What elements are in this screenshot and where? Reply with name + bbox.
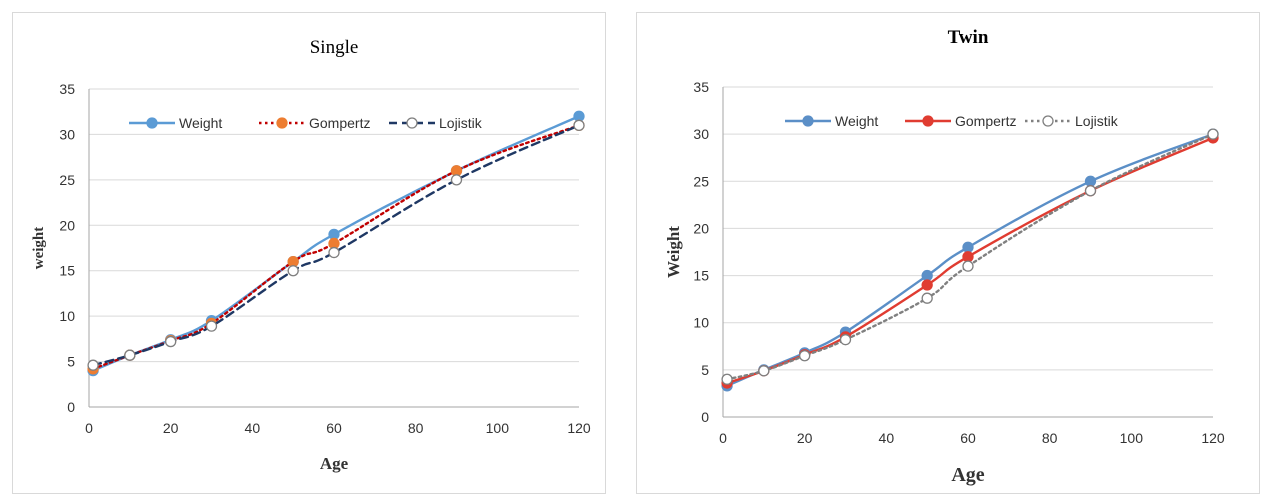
data-point-gompertz	[921, 279, 933, 291]
chart-title: Twin	[948, 27, 989, 48]
x-axis-label: Age	[951, 464, 984, 486]
y-tick-label: 0	[701, 409, 709, 425]
data-point-lojistik	[921, 292, 933, 304]
x-tick-label: 120	[1201, 430, 1225, 446]
legend-marker-lojistik	[406, 117, 418, 129]
x-tick-label: 60	[960, 430, 976, 446]
data-point-lojistik	[1207, 128, 1219, 140]
data-point-lojistik	[573, 119, 585, 131]
y-tick-label: 25	[59, 172, 75, 188]
data-point-weight	[1084, 175, 1097, 187]
legend-label-gompertz: Gompertz	[955, 113, 1016, 129]
chart-single: Single 0 5 10 15 20 25 30 35 0 20 40 60 80 100 120 Age we…	[31, 37, 591, 473]
data-point-lojistik	[287, 265, 299, 277]
chart-twin: Twin 0 5 10 15 20 25 30 35 0 20 40 60 80 100 120 Age Weig…	[664, 27, 1225, 486]
data-point-lojistik	[721, 373, 733, 385]
data-point-lojistik	[839, 334, 852, 346]
legend-marker-lojistik	[1042, 115, 1054, 127]
data-point-lojistik	[962, 260, 974, 272]
y-tick-label: 20	[59, 217, 75, 233]
legend-label-lojistik: Lojistik	[1075, 113, 1119, 129]
y-axis-label: weight	[31, 227, 47, 270]
y-tick-label: 30	[59, 126, 75, 142]
x-tick-label: 40	[245, 420, 261, 436]
data-point-lojistik	[758, 365, 770, 377]
y-tick-label: 0	[67, 399, 75, 415]
x-tick-label: 100	[486, 420, 510, 436]
x-tick-label: 0	[719, 430, 727, 446]
data-point-lojistik	[124, 349, 136, 361]
y-tick-label: 10	[693, 315, 709, 331]
legend-marker-weight	[146, 117, 158, 129]
data-point-gompertz	[962, 251, 974, 263]
chart-panel-single: Single 0 5 10 15 20 25 30 35 0 20 40 60 80 100 120 Age we…	[12, 12, 606, 494]
x-tick-label: 80	[1042, 430, 1058, 446]
data-point-lojistik	[87, 359, 99, 371]
chart-panel-twin: Twin 0 5 10 15 20 25 30 35 0 20 40 60 80 100 120 Age Weig…	[636, 12, 1260, 494]
data-point-lojistik	[205, 320, 218, 332]
legend-label-weight: Weight	[835, 113, 878, 129]
legend-label-lojistik: Lojistik	[439, 115, 483, 131]
x-tick-label: 20	[797, 430, 813, 446]
data-point-lojistik	[165, 335, 177, 348]
data-point-lojistik	[799, 350, 811, 362]
x-tick-label: 40	[879, 430, 895, 446]
legend-marker-weight	[802, 115, 814, 127]
x-tick-label: 20	[163, 420, 179, 436]
y-tick-label: 5	[67, 354, 75, 370]
y-tick-label: 15	[59, 263, 75, 279]
data-point-lojistik	[1084, 185, 1097, 197]
y-tick-label: 15	[693, 268, 709, 284]
x-tick-label: 0	[85, 420, 93, 436]
data-point-weight	[921, 269, 933, 282]
y-axis-label: Weight	[664, 226, 683, 278]
y-tick-label: 35	[693, 79, 709, 95]
x-axis-label: Age	[320, 454, 349, 473]
legend-label-gompertz: Gompertz	[309, 115, 370, 131]
data-point-lojistik	[328, 246, 340, 259]
y-tick-label: 5	[701, 362, 709, 378]
y-tick-label: 10	[59, 308, 75, 324]
data-point-weight	[962, 241, 974, 253]
chart-title: Single	[310, 37, 359, 58]
legend-marker-gompertz	[922, 115, 934, 127]
y-tick-label: 30	[693, 126, 709, 142]
y-tick-label: 20	[693, 220, 709, 236]
x-tick-label: 100	[1120, 430, 1144, 446]
legend-label-weight: Weight	[179, 115, 222, 131]
legend-marker-gompertz	[276, 117, 288, 129]
x-tick-label: 120	[567, 420, 591, 436]
y-tick-label: 25	[693, 173, 709, 189]
x-tick-label: 60	[326, 420, 342, 436]
data-point-lojistik	[450, 174, 463, 186]
y-tick-label: 35	[59, 81, 75, 97]
x-tick-label: 80	[408, 420, 424, 436]
